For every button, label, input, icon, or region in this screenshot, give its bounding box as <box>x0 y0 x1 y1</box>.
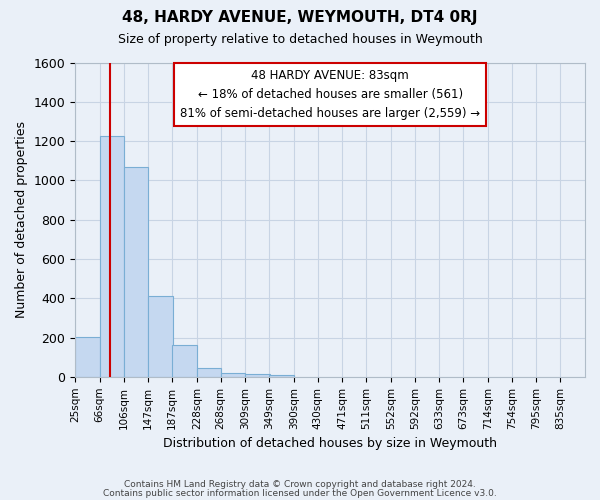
Bar <box>197 368 221 377</box>
Text: Contains public sector information licensed under the Open Government Licence v3: Contains public sector information licen… <box>103 488 497 498</box>
Bar <box>245 374 270 377</box>
Bar <box>148 296 173 377</box>
Text: Contains HM Land Registry data © Crown copyright and database right 2024.: Contains HM Land Registry data © Crown c… <box>124 480 476 489</box>
X-axis label: Distribution of detached houses by size in Weymouth: Distribution of detached houses by size … <box>163 437 497 450</box>
Bar <box>100 136 124 377</box>
Text: Size of property relative to detached houses in Weymouth: Size of property relative to detached ho… <box>118 32 482 46</box>
Text: 48 HARDY AVENUE: 83sqm
← 18% of detached houses are smaller (561)
81% of semi-de: 48 HARDY AVENUE: 83sqm ← 18% of detached… <box>180 69 480 120</box>
Bar <box>75 336 100 377</box>
Text: 48, HARDY AVENUE, WEYMOUTH, DT4 0RJ: 48, HARDY AVENUE, WEYMOUTH, DT4 0RJ <box>122 10 478 25</box>
Bar <box>269 375 294 377</box>
Y-axis label: Number of detached properties: Number of detached properties <box>15 121 28 318</box>
Bar <box>172 346 197 377</box>
Bar <box>124 166 148 377</box>
Bar <box>221 373 245 377</box>
